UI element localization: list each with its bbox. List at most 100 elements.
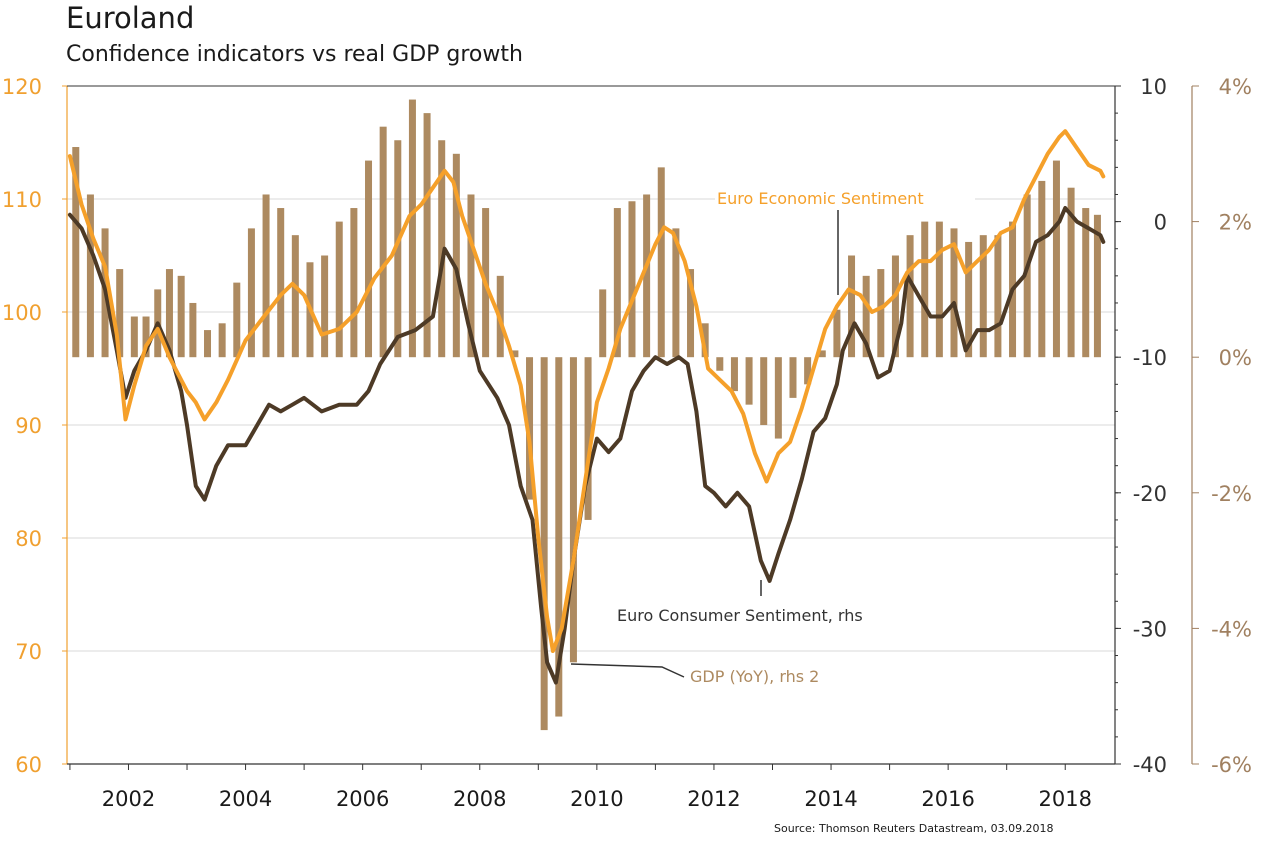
gdp-bar [72,147,80,358]
gdp-bar [189,302,197,358]
gdp-bar [321,255,329,358]
gdp-bar [511,350,519,358]
annotation-economic-sentiment: Euro Economic Sentiment [717,189,924,208]
gdp-bar [142,316,150,358]
gdp-bar [177,275,185,358]
leader-gdp [570,663,685,678]
left-tick-label: 110 [2,188,42,212]
x-tick-label: 2010 [570,787,623,811]
annotation-gdp: GDP (YoY), rhs 2 [690,667,819,686]
gdp-bar [394,140,402,358]
right-tick-label: 0 [1154,211,1167,235]
gdp-bar [716,357,724,371]
gdp-bar [555,357,563,717]
gdp-bar [862,275,870,358]
gdp-bar [526,357,534,500]
right-tick-label: -40 [1133,753,1167,777]
gdp-bar [1023,194,1031,358]
gdp-bar [1082,208,1090,358]
x-tick-label: 2012 [687,787,740,811]
x-tick-label: 2018 [1039,787,1092,811]
gdp-bar [628,201,636,358]
gdp-bar [877,269,885,358]
gdp-bar [1052,160,1060,358]
right2-tick-label: 4% [1219,75,1252,99]
gdp-bar [277,208,285,358]
gdp-bar [438,140,446,358]
gdp-bar [687,269,695,358]
gdp-bar [86,194,94,358]
gdp-bar [935,221,943,358]
annotation-consumer-sentiment: Euro Consumer Sentiment, rhs [617,606,863,625]
gdp-bar [1067,187,1075,358]
left-tick-label: 90 [15,414,42,438]
gdp-bar [584,357,592,520]
gdp-bar [774,357,782,439]
gdp-bar [818,350,826,358]
gdp-bar [848,255,856,358]
gdp-bar [950,228,958,358]
gdp-bar [540,357,548,731]
x-tick-label: 2008 [453,787,506,811]
gdp-bar [204,330,212,358]
chart-subtitle: Confidence indicators vs real GDP growth [66,42,523,67]
x-tick-label: 2006 [336,787,389,811]
gdp-bar [789,357,797,398]
gdp-bar [599,289,607,358]
consumer-sentiment-line [67,206,1106,685]
gdp-bar [291,235,299,358]
chart-title: Euroland [66,1,195,35]
gdp-bar [891,255,899,358]
gdp-bar [921,221,929,358]
gdp-bar [452,153,460,358]
gdp-bar [994,235,1002,358]
gdp-bar [218,323,226,358]
sentiment-lines [67,129,1106,685]
right2-tick-label: -6% [1211,753,1252,777]
gdp-bar [701,323,709,358]
gdp-bar [730,357,738,392]
x-tick-label: 2016 [921,787,974,811]
source-note: Source: Thomson Reuters Datastream, 03.0… [774,822,1054,835]
right-tick-label: -30 [1133,617,1167,641]
gdp-bar [804,357,812,385]
gdp-bar [379,126,387,358]
annotations: Euro Economic Sentiment Euro Consumer Sen… [570,189,975,686]
gdp-bar [979,235,987,358]
right-tick-label: 10 [1140,75,1167,99]
gdp-bar [350,208,358,358]
gdp-bar [116,269,124,358]
gdp-bar [335,221,343,358]
gdp-bar [423,113,431,358]
right2-tick-label: 2% [1219,211,1252,235]
gdp-bar [408,99,416,358]
gdp-bar [247,228,255,358]
right-tick-label: -10 [1133,346,1167,370]
gdp-bar [1093,214,1101,358]
gdp-bar [657,167,665,358]
right2-tick-label: -4% [1211,617,1252,641]
gdp-bar [165,269,173,358]
gdp-bar [833,309,841,358]
gdp-bar [262,194,270,358]
gdp-bar [965,241,973,358]
gdp-bar [467,194,475,358]
gdp-bar [365,160,373,358]
right2-tick-label: 0% [1219,346,1252,370]
left-tick-label: 60 [15,753,42,777]
x-tick-label: 2002 [102,787,155,811]
gdp-bar [569,357,577,663]
left-tick-label: 70 [15,640,42,664]
x-tick-label: 2004 [219,787,272,811]
gdp-bar [643,194,651,358]
gdp-bar [745,357,753,405]
gdp-bar [130,316,138,358]
left-tick-label: 80 [15,527,42,551]
x-tick-label: 2014 [804,787,857,811]
gdp-bar [906,235,914,358]
gdp-bar [760,357,768,425]
right2-tick-label: -2% [1211,482,1252,506]
gdp-bar [613,208,621,358]
right-tick-label: -20 [1133,482,1167,506]
left-tick-label: 120 [2,75,42,99]
